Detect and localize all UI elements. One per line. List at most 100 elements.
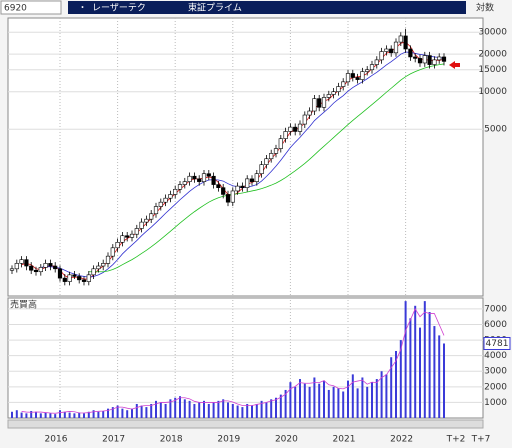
candle-body — [38, 267, 43, 273]
volume-bar — [217, 400, 220, 418]
volume-bar — [116, 405, 119, 418]
candle-body — [345, 73, 351, 83]
volume-pane — [7, 297, 484, 419]
volume-bar — [299, 379, 301, 418]
y2-tick-label: 1000 — [484, 398, 507, 408]
candle-body — [125, 235, 130, 238]
candle-body — [312, 98, 317, 112]
candle-body — [158, 201, 163, 207]
code-box — [0, 0, 62, 15]
volume-bar — [227, 402, 229, 418]
candle-body — [115, 241, 120, 249]
candle-body — [33, 269, 39, 273]
candle-body — [105, 255, 111, 264]
candle-body — [235, 185, 240, 192]
candle-body — [384, 48, 389, 52]
volume-bar — [78, 412, 81, 418]
volume-bar — [414, 305, 417, 418]
volume-bar — [145, 407, 148, 418]
candle-body — [81, 279, 87, 282]
candle-body — [225, 194, 231, 203]
candle-body — [77, 276, 82, 281]
candle-body — [240, 185, 245, 188]
candle-body — [197, 178, 202, 182]
volume-bar — [251, 405, 253, 418]
candle-body — [331, 91, 336, 95]
x-tick-label: 2021 — [333, 435, 356, 445]
volume-bar — [135, 403, 138, 418]
volume-bar — [279, 394, 282, 418]
volume-bar — [260, 400, 263, 418]
candle-body — [57, 268, 63, 279]
candle-body — [249, 178, 255, 182]
candle-body — [206, 173, 211, 177]
x-tick-label: 2016 — [45, 435, 68, 445]
candle-body — [192, 175, 197, 180]
candle-body — [369, 64, 375, 71]
candle-body — [43, 263, 48, 268]
candle-body — [101, 263, 106, 267]
volume-bar — [155, 400, 157, 418]
volume-bar — [390, 357, 393, 418]
candle-body — [120, 235, 125, 243]
candle-body — [417, 58, 423, 64]
candle-body — [321, 97, 327, 108]
volume-bar — [97, 411, 100, 418]
y-tick-label: 15000 — [478, 65, 507, 75]
volume-bar — [193, 403, 196, 418]
volume-bar — [342, 391, 345, 418]
candle-body — [441, 56, 447, 62]
volume-bar — [423, 301, 426, 418]
title-bar — [68, 1, 466, 14]
candle-body — [293, 126, 298, 132]
candle-body — [307, 110, 312, 116]
y2-tick-label: 3000 — [484, 367, 507, 377]
candle-body — [365, 69, 370, 72]
volume-bar — [92, 410, 95, 418]
candle-body — [269, 153, 274, 160]
candle-body — [110, 247, 115, 257]
volume-bar — [347, 380, 349, 418]
moving-average — [88, 63, 445, 273]
volume-bar — [111, 407, 114, 418]
volume-bar — [399, 340, 402, 418]
candle-body — [24, 259, 29, 267]
volume-bar — [428, 312, 431, 418]
x-tick-label: 2020 — [275, 435, 298, 445]
volume-bar — [131, 408, 133, 418]
candle-body — [168, 194, 173, 199]
candle-body — [144, 218, 149, 223]
y2-tick-label: 6000 — [484, 320, 507, 330]
candle-body — [182, 181, 187, 185]
volume-bar — [222, 399, 225, 418]
scale-label: 対数 — [476, 2, 494, 14]
candle-body — [389, 48, 394, 54]
volume-bar — [318, 383, 321, 418]
stock-code: 6920 — [4, 4, 27, 14]
candle-body — [48, 263, 53, 267]
volume-bar — [49, 413, 52, 418]
volume-bar — [289, 382, 292, 418]
volume-bar — [107, 408, 109, 418]
volume-bar — [188, 400, 191, 418]
volume-bar — [83, 413, 85, 418]
candle-body — [153, 206, 159, 215]
volume-bar — [169, 399, 172, 418]
candle-body — [173, 188, 178, 195]
volume-bar — [140, 405, 143, 418]
candle-body — [355, 77, 360, 80]
candle-body — [177, 184, 183, 190]
volume-bar — [54, 414, 57, 418]
volume-bar — [308, 386, 311, 418]
volume-bar — [351, 374, 354, 418]
volume-bar — [294, 386, 297, 418]
volume-bar — [39, 413, 42, 418]
candle-body — [129, 233, 135, 238]
volume-bar — [323, 380, 325, 418]
candle-body — [67, 274, 72, 282]
volume-bar — [303, 383, 306, 418]
x-annotation: T+7 — [471, 435, 491, 445]
volume-bar — [20, 412, 23, 418]
y2-tick-label: 7000 — [484, 304, 507, 314]
volume-bar — [231, 403, 234, 418]
